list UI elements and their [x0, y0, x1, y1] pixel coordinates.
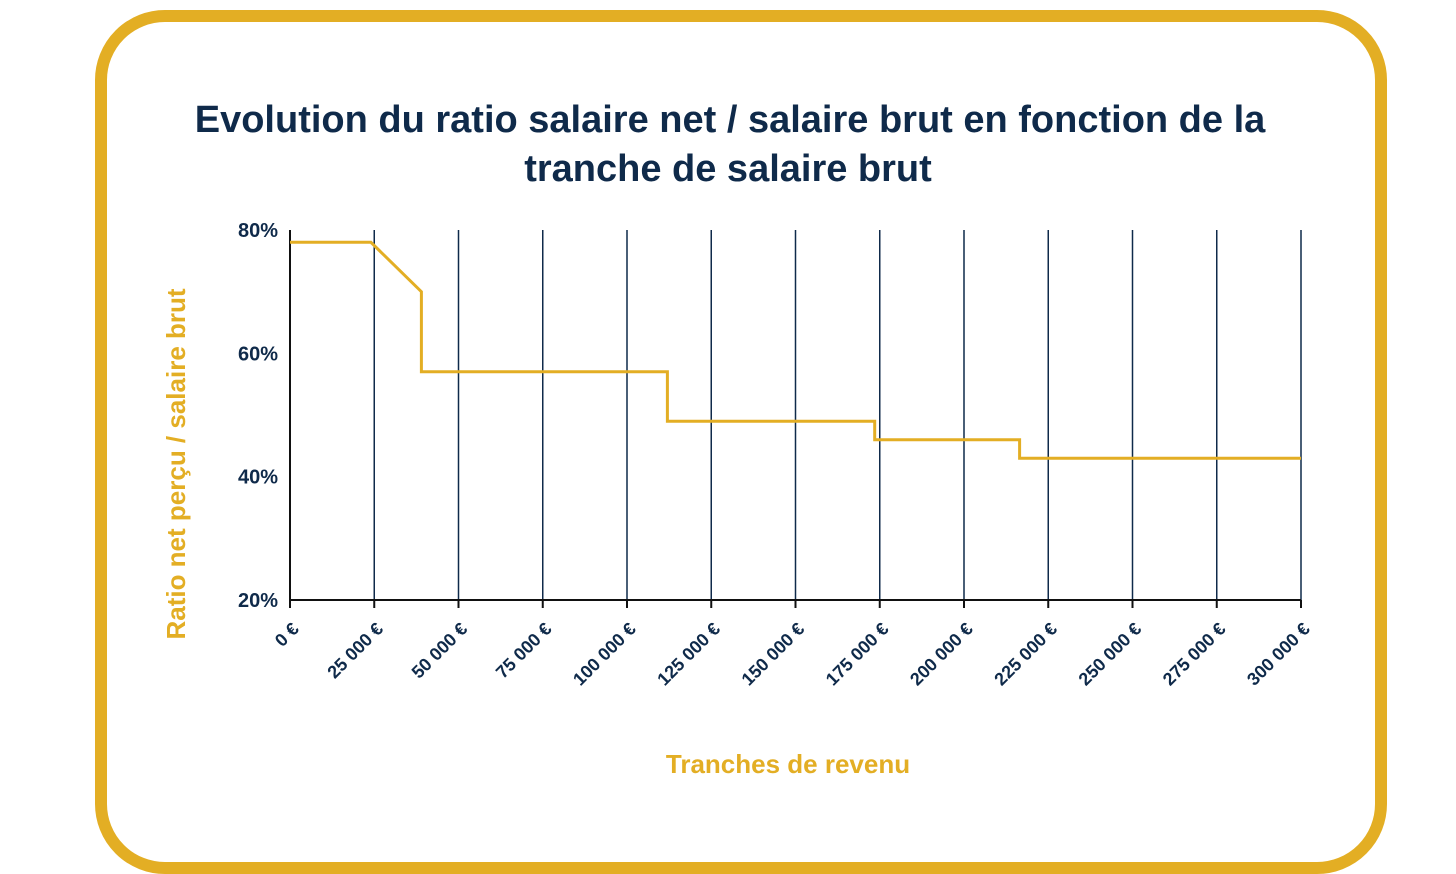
- chart-title-line-2: tranche de salaire brut: [524, 148, 932, 190]
- axes: [289, 230, 1302, 608]
- y-tick-label-1: 40%: [238, 467, 278, 489]
- x-tick-label-4: 100 000 €: [569, 619, 640, 690]
- x-tick-labels: 0 € 25 000 € 50 000 € 75 000 €100 000 €125 …: [271, 619, 1314, 690]
- x-tick-label-11: 275 000 €: [1159, 619, 1230, 690]
- chart-card: [95, 10, 1387, 874]
- x-tick-label-0: 0 €: [271, 619, 303, 651]
- series-layer: [290, 240, 1301, 460]
- x-tick-label-10: 250 000 €: [1075, 619, 1146, 690]
- x-tick-label-2: 50 000 €: [408, 619, 472, 683]
- chart-title-line-1: Evolution du ratio salaire net / salaire…: [195, 99, 1266, 141]
- y-tick-label-3: 80%: [238, 220, 278, 242]
- x-tick-label-1: 25 000 €: [323, 619, 387, 683]
- y-tick-labels: 20% 40% 60% 80%: [238, 220, 278, 612]
- y-tick-label-2: 60%: [238, 343, 278, 365]
- x-axis-label: Tranches de revenu: [666, 749, 910, 779]
- y-tick-label-0: 20%: [238, 590, 278, 612]
- x-tick-label-7: 175 000 €: [822, 619, 893, 690]
- x-tick-label-6: 150 000 €: [738, 619, 809, 690]
- x-tick-label-9: 225 000 €: [990, 619, 1061, 690]
- x-tick-label-3: 75 000 €: [492, 619, 556, 683]
- x-tick-label-12: 300 000 €: [1243, 619, 1314, 690]
- x-tick-label-8: 200 000 €: [906, 619, 977, 690]
- series-line-0: [290, 240, 1301, 460]
- grid-lines: [373, 230, 1302, 600]
- x-tick-label-5: 125 000 €: [653, 619, 724, 690]
- y-axis-label: Ratio net perçu / salaire brut: [161, 288, 191, 639]
